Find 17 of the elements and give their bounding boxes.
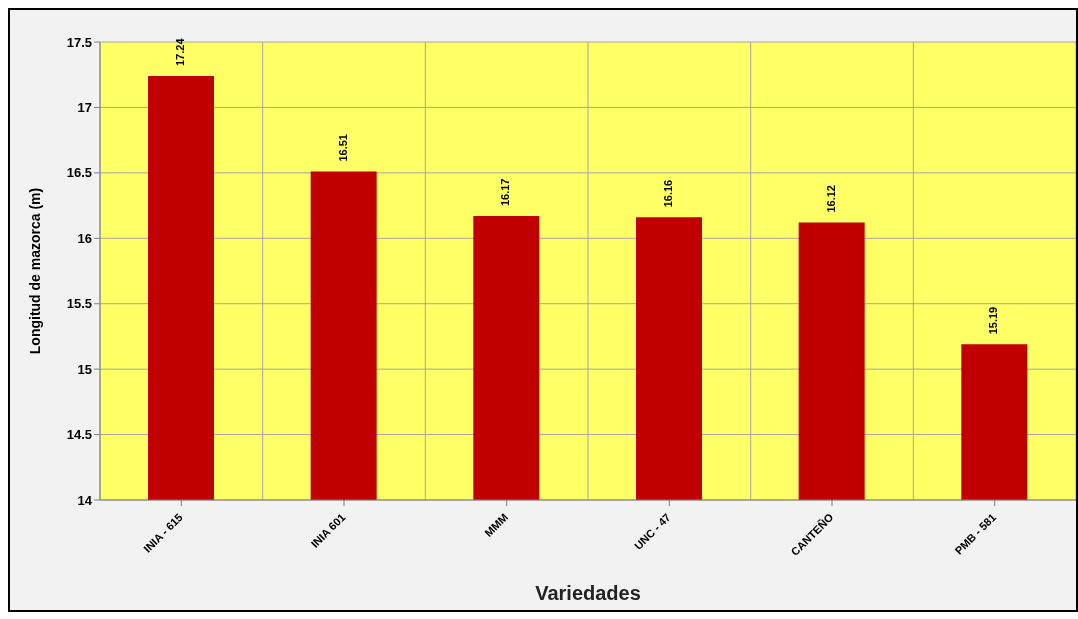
x-tick-label: INIA 601 (308, 510, 348, 550)
x-axis-title: Variedades (535, 582, 641, 604)
y-tick-label: 17.5 (66, 34, 92, 50)
y-tick-label: 15.5 (66, 296, 92, 312)
data-label: 16.16 (661, 179, 674, 208)
y-tick-label: 15 (77, 361, 92, 377)
y-tick-label: 17 (77, 100, 92, 116)
y-tick-label: 14.5 (66, 427, 92, 443)
data-label: 16.51 (336, 134, 349, 162)
data-label: 15.19 (987, 306, 1000, 335)
data-label: 16.17 (499, 178, 512, 207)
data-label: 16.12 (824, 185, 837, 213)
y-tick-label: 16.5 (66, 165, 92, 181)
y-axis-title: Longitud de mazorca (m) (26, 187, 43, 355)
data-label: 17.24 (173, 37, 186, 67)
y-tick-label: 14 (77, 492, 93, 508)
y-tick-label: 16 (77, 230, 92, 246)
